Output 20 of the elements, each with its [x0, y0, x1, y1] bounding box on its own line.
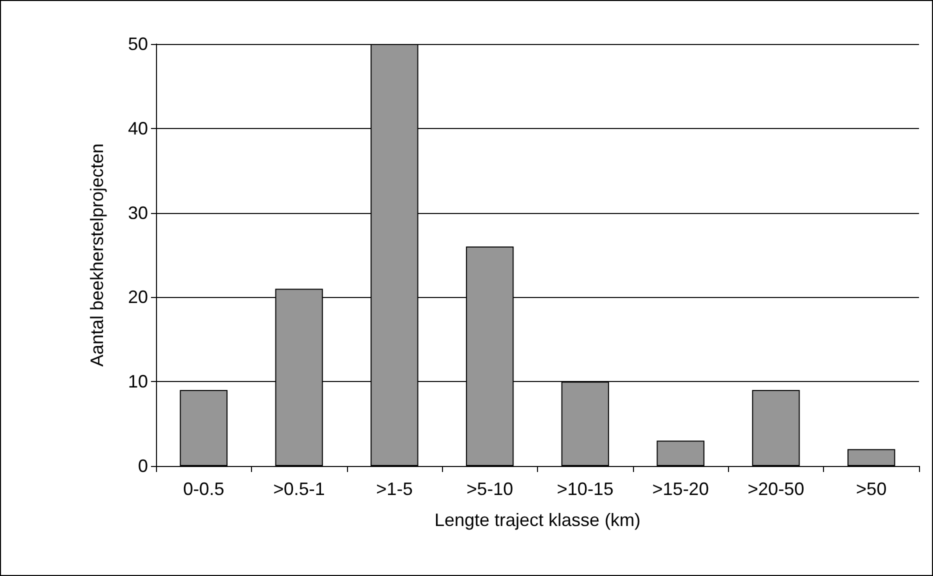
x-tick-label: >0.5-1 [273, 479, 325, 499]
y-tick-label: 0 [138, 456, 148, 476]
x-tick-label: >10-15 [556, 479, 614, 499]
x-axis-title: Lengte traject klasse (km) [434, 510, 641, 530]
y-tick-label: 50 [128, 34, 148, 54]
y-tick-label: 20 [128, 287, 148, 308]
x-tick-label: >20-50 [748, 479, 804, 499]
bar [752, 390, 800, 466]
x-tick-label: >50 [856, 479, 887, 499]
y-axis-title: Aantal beekherstelprojecten [87, 143, 107, 367]
y-tick-label: 30 [128, 202, 148, 223]
bar [847, 449, 896, 466]
bar [180, 390, 228, 466]
bar [656, 440, 704, 466]
x-tick-label: 0-0.5 [183, 479, 224, 499]
x-tick-label: >15-20 [652, 479, 709, 499]
y-tick-label: 10 [128, 372, 148, 392]
x-tick-label: >5-10 [466, 479, 514, 499]
y-tick-label: 40 [128, 118, 148, 138]
x-tick-label: >1-5 [376, 479, 413, 499]
